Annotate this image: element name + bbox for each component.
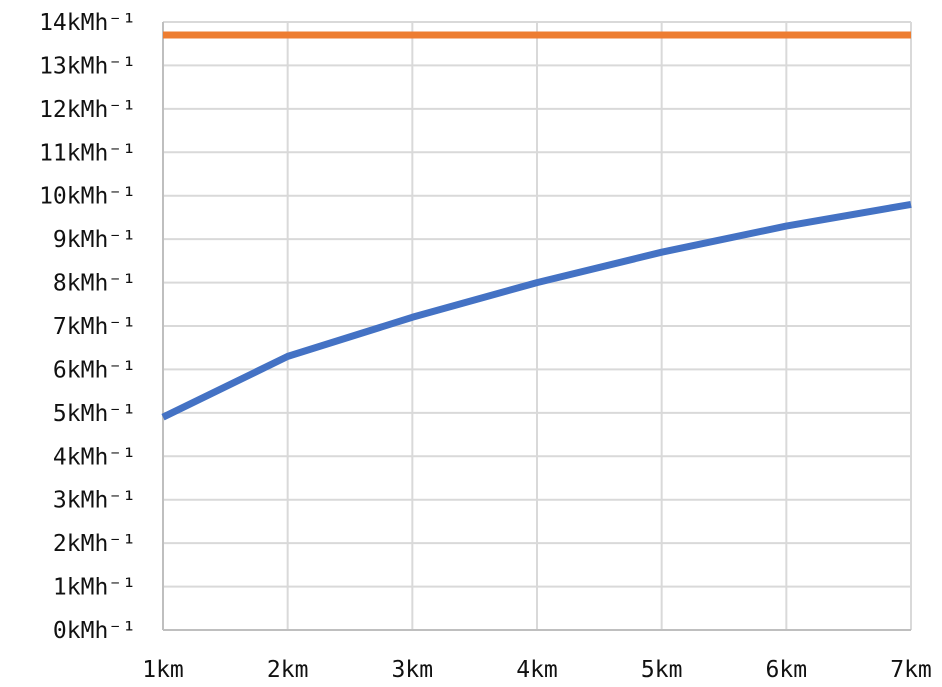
y-tick-label: 7kMh⁻¹ <box>53 314 136 340</box>
series-lines <box>161 31 912 421</box>
y-tick-label: 11kMh⁻¹ <box>39 140 136 166</box>
y-tick-label: 1kMh⁻¹ <box>53 575 136 601</box>
y-tick-label: 0kMh⁻¹ <box>53 618 136 644</box>
gridlines <box>163 21 912 630</box>
y-tick-label: 13kMh⁻¹ <box>39 53 136 79</box>
x-tick-label: 2km <box>267 657 309 683</box>
x-tick-label: 4km <box>516 657 558 683</box>
axes <box>162 22 911 631</box>
x-axis-tick-labels: 1km 2km 3km 4km 5km 6km 7km <box>142 657 932 683</box>
x-tick-label: 6km <box>766 657 808 683</box>
x-tick-label: 5km <box>641 657 683 683</box>
y-axis-tick-labels: 0kMh⁻¹ 1kMh⁻¹ 2kMh⁻¹ 3kMh⁻¹ 4kMh⁻¹ 5kMh⁻¹ 6kMh… <box>39 10 136 644</box>
y-tick-label: 2kMh⁻¹ <box>53 531 136 557</box>
y-tick-label: 5kMh⁻¹ <box>53 401 136 427</box>
y-tick-label: 10kMh⁻¹ <box>39 184 136 210</box>
x-tick-label: 3km <box>392 657 434 683</box>
y-tick-label: 6kMh⁻¹ <box>53 357 136 383</box>
y-tick-label: 3kMh⁻¹ <box>53 488 136 514</box>
x-tick-label: 7km <box>890 657 932 683</box>
y-tick-label: 9kMh⁻¹ <box>53 227 136 253</box>
y-tick-label: 12kMh⁻¹ <box>39 97 136 123</box>
y-tick-label: 8kMh⁻¹ <box>53 271 136 297</box>
series-line-1 <box>161 200 912 421</box>
y-tick-label: 4kMh⁻¹ <box>53 444 136 470</box>
y-tick-label: 14kMh⁻¹ <box>39 10 136 36</box>
x-tick-label: 1km <box>142 657 184 683</box>
